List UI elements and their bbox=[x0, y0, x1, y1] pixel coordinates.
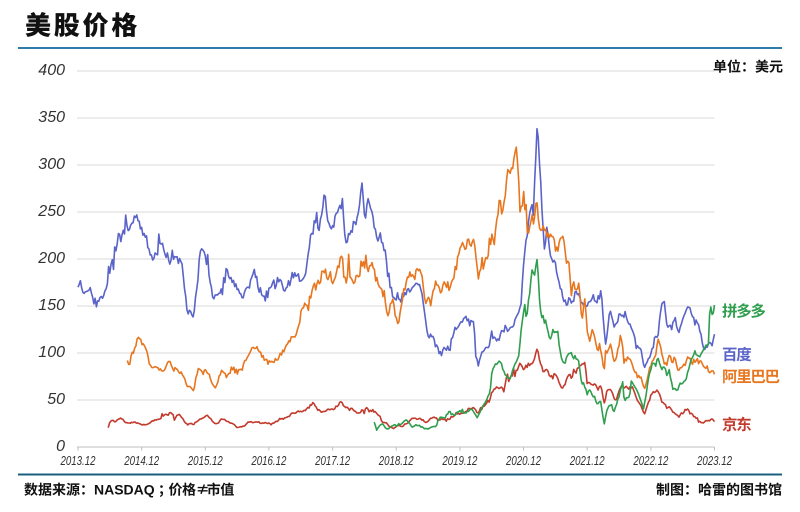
svg-text:2019.12: 2019.12 bbox=[442, 454, 478, 468]
svg-text:2022.12: 2022.12 bbox=[633, 454, 669, 468]
svg-text:2023.12: 2023.12 bbox=[696, 454, 732, 468]
svg-text:2015.12: 2015.12 bbox=[187, 454, 223, 468]
svg-text:300: 300 bbox=[38, 156, 65, 173]
svg-text:0: 0 bbox=[56, 438, 65, 455]
svg-text:2021.12: 2021.12 bbox=[569, 454, 605, 468]
svg-text:150: 150 bbox=[38, 297, 65, 314]
svg-text:2020.12: 2020.12 bbox=[505, 454, 541, 468]
svg-text:2017.12: 2017.12 bbox=[314, 454, 350, 468]
svg-text:2018.12: 2018.12 bbox=[378, 454, 414, 468]
svg-text:250: 250 bbox=[37, 203, 65, 220]
svg-text:100: 100 bbox=[38, 344, 65, 361]
svg-text:2016.12: 2016.12 bbox=[251, 454, 287, 468]
svg-text:NASDAQ: NASDAQ bbox=[94, 482, 155, 498]
svg-text:200: 200 bbox=[37, 250, 65, 267]
svg-text:350: 350 bbox=[38, 109, 65, 126]
svg-text:2013.12: 2013.12 bbox=[60, 454, 96, 468]
svg-text:50: 50 bbox=[47, 391, 65, 408]
svg-text:400: 400 bbox=[38, 62, 65, 79]
svg-text:2014.12: 2014.12 bbox=[123, 454, 159, 468]
